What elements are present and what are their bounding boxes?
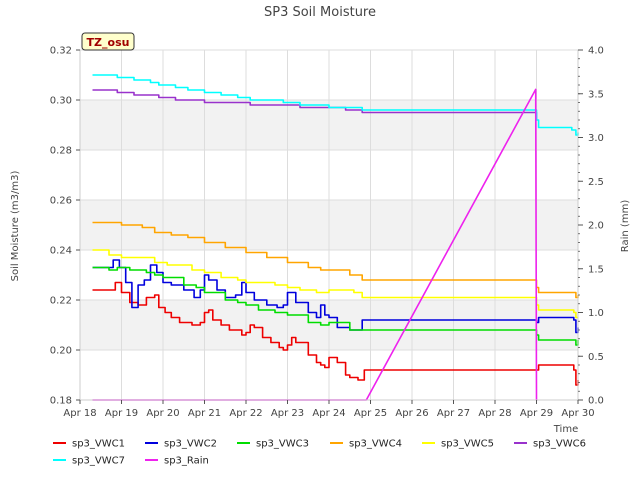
x-axis-ticks: Apr 18 Apr 19 Apr 20 Apr 21 Apr 22 Apr 23 Apr … [63,400,595,419]
series-line-sp3_VWC4 [92,221,579,299]
x-axis-label: Time [553,424,578,435]
series-line-sp3_VWC7 [92,74,579,136]
y2-tick-label: 4.0 [588,46,604,57]
x-tick-label: Apr 22 [229,408,262,419]
y-tick-label: 0.18 [50,396,72,407]
y2-tick-label: 1.5 [588,264,604,275]
y2-tick-label: 2.5 [588,177,604,188]
chart-title: SP3 Soil Moisture [264,5,376,20]
legend-label-sp3_VWC5: sp3_VWC5 [441,439,494,450]
x-tick-label: Apr 26 [395,408,428,419]
x-tick-label: Apr 28 [478,408,511,419]
legend: sp3_VWC1 sp3_VWC2 sp3_VWC3 sp3_VWC4 sp3_VWC5… [53,439,586,467]
x-tick-label: Apr 18 [63,408,96,419]
x-tick-label: Apr 21 [188,408,221,419]
x-tick-label: Apr 27 [437,408,470,419]
legend-label-sp3_Rain: sp3_Rain [164,456,209,467]
tz-badge: TZ_osu [81,32,135,51]
legend-label-sp3_VWC2: sp3_VWC2 [164,439,217,450]
x-tick-label: Apr 25 [354,408,387,419]
series-layer [92,74,579,401]
y-tick-label: 0.26 [50,196,72,207]
y2-axis-ticks: 0.0 0.5 1.0 1.5 2.0 2.5 3.0 3.5 4.0 [578,46,604,407]
y2-tick-label: 1.0 [588,308,604,319]
y2-tick-label: 3.0 [588,133,604,144]
y-tick-label: 0.24 [50,246,72,257]
tz-badge-label: TZ_osu [87,36,130,49]
series-line-sp3_VWC1 [92,281,579,386]
y2-axis-label: Rain (mm) [620,200,631,253]
tz-badge-box [81,32,135,51]
legend-label-sp3_VWC7: sp3_VWC7 [72,456,125,467]
y2-tick-label: 0.5 [588,352,604,363]
x-tick-label: Apr 24 [312,408,345,419]
y-axis-ticks: 0.18 0.20 0.22 0.24 0.26 0.28 0.30 0.32 [50,46,80,407]
x-tick-label: Apr 20 [146,408,179,419]
x-tick-label: Apr 30 [561,408,594,419]
y-tick-label: 0.20 [50,346,72,357]
legend-label-sp3_VWC4: sp3_VWC4 [349,439,402,450]
legend-label-sp3_VWC1: sp3_VWC1 [72,439,125,450]
y-tick-label: 0.30 [50,96,72,107]
x-tick-label: Apr 19 [105,408,138,419]
y-tick-label: 0.32 [50,46,72,57]
y2-tick-label: 3.5 [588,89,604,100]
y2-tick-label: 0.0 [588,396,604,407]
y-tick-label: 0.22 [50,296,72,307]
x-tick-label: Apr 23 [271,408,304,419]
y-axis-label: Soil Moisture (m3/m3) [10,171,21,282]
legend-label-sp3_VWC6: sp3_VWC6 [533,439,586,450]
y-tick-label: 0.28 [50,146,72,157]
legend-label-sp3_VWC3: sp3_VWC3 [256,439,309,450]
x-tick-label: Apr 29 [520,408,553,419]
y2-tick-label: 2.0 [588,221,604,232]
